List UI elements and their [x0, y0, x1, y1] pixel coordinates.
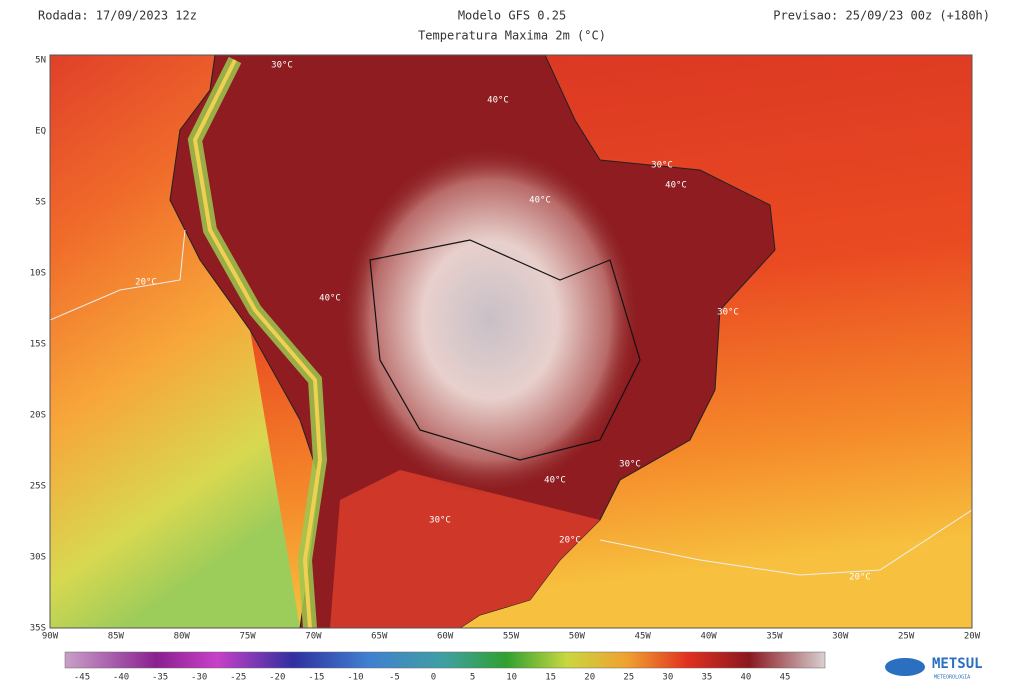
- contour-label: 20°C: [135, 278, 157, 288]
- lat-label: 5S: [35, 198, 46, 208]
- andes-crest: [192, 59, 323, 628]
- run-label: Rodada: 17/09/2023 12z: [38, 9, 197, 23]
- lon-label: 85W: [108, 632, 125, 642]
- colorbar-label: -15: [308, 673, 324, 683]
- logo-tagline: METEOROLOGIA: [934, 675, 970, 681]
- colorbar-label: 40: [741, 673, 752, 683]
- lon-label: 40W: [700, 632, 717, 642]
- borders: [369, 239, 641, 461]
- lat-label: 20S: [30, 411, 46, 421]
- lat-labels: 5N EQ 5S 10S 15S 20S 25S 30S 35S: [30, 56, 46, 634]
- map: 30°C 40°C 30°C 40°C 40°C 20°C 40°C 30°C 40°C 30°C…: [50, 55, 972, 628]
- colorbar-label: 5: [470, 673, 475, 683]
- lon-label: 90W: [42, 632, 59, 642]
- lat-label: 10S: [30, 269, 46, 279]
- contour-label: 40°C: [665, 181, 687, 191]
- contour-label: 30°C: [429, 516, 451, 526]
- lon-labels: 90W 85W 80W 75W 70W 65W 60W 55W 50W 45W 40W 35W 30W 2…: [42, 632, 981, 642]
- colorbar-label: 10: [506, 673, 517, 683]
- lat-label: 25S: [30, 482, 46, 492]
- southern-cone: [330, 470, 600, 628]
- forecast-label: Previsao: 25/09/23 00z (+180h): [773, 9, 990, 23]
- lon-label: 65W: [371, 632, 388, 642]
- colorbar-label: 35: [701, 673, 712, 683]
- colorbar-label: -25: [230, 673, 246, 683]
- contour-label: 40°C: [487, 96, 509, 106]
- colorbar-label: -30: [191, 673, 207, 683]
- contour-label: 30°C: [271, 61, 293, 71]
- title: Modelo GFS 0.25: [458, 9, 566, 23]
- colorbar-labels: -45 -40 -35 -30 -25 -20 -15 -10 -5 0 5 10 15 20 25 30 35…: [74, 673, 791, 683]
- lon-label: 45W: [635, 632, 652, 642]
- contour-label: 30°C: [717, 308, 739, 318]
- contour-label: 20°C: [849, 573, 871, 583]
- colorbar-label: 0: [431, 673, 436, 683]
- colorbar-label: 20: [584, 673, 595, 683]
- lon-label: 35W: [766, 632, 783, 642]
- lon-label: 20W: [964, 632, 981, 642]
- logo: METSUL METEOROLOGIA: [885, 656, 983, 681]
- lat-label: 35S: [30, 624, 46, 634]
- colorbar-label: -10: [347, 673, 363, 683]
- isotherm: [599, 509, 972, 576]
- pacific: [50, 55, 300, 628]
- colorbar: [64, 651, 826, 669]
- isotherm: [50, 229, 186, 321]
- contour-label: 30°C: [651, 161, 673, 171]
- lat-label: EQ: [35, 127, 46, 137]
- lat-label: 15S: [30, 340, 46, 350]
- lon-label: 75W: [239, 632, 256, 642]
- contour-label: 40°C: [319, 294, 341, 304]
- contour-label: 20°C: [559, 536, 581, 546]
- logo-name: METSUL: [932, 656, 983, 672]
- lon-label: 70W: [305, 632, 322, 642]
- colorbar-label: 30: [662, 673, 673, 683]
- hot-core: [340, 145, 640, 495]
- lat-label: 30S: [30, 553, 46, 563]
- lon-label: 25W: [898, 632, 915, 642]
- contour-label: 40°C: [544, 476, 566, 486]
- lon-label: 50W: [569, 632, 586, 642]
- lon-label: 80W: [174, 632, 191, 642]
- colorbar-label: -45: [74, 673, 90, 683]
- lon-label: 60W: [437, 632, 454, 642]
- colorbar-label: -5: [389, 673, 400, 683]
- map-frame: [49, 54, 973, 629]
- colorbar-label: -20: [269, 673, 285, 683]
- contour-label: 40°C: [529, 196, 551, 206]
- lon-label: 30W: [832, 632, 849, 642]
- lat-label: 5N: [35, 56, 46, 66]
- contour-labels: 30°C 40°C 30°C 40°C 40°C 20°C 40°C 30°C 40°C 30°C…: [135, 61, 871, 583]
- colorbar-label: 15: [545, 673, 556, 683]
- logo-icon: [885, 658, 925, 676]
- colorbar-label: -35: [152, 673, 168, 683]
- colorbar-label: 25: [623, 673, 634, 683]
- subtitle: Temperatura Maxima 2m (°C): [418, 29, 606, 43]
- lon-label: 55W: [503, 632, 520, 642]
- contour-label: 30°C: [619, 460, 641, 470]
- colorbar-label: -40: [113, 673, 129, 683]
- colorbar-label: 45: [780, 673, 791, 683]
